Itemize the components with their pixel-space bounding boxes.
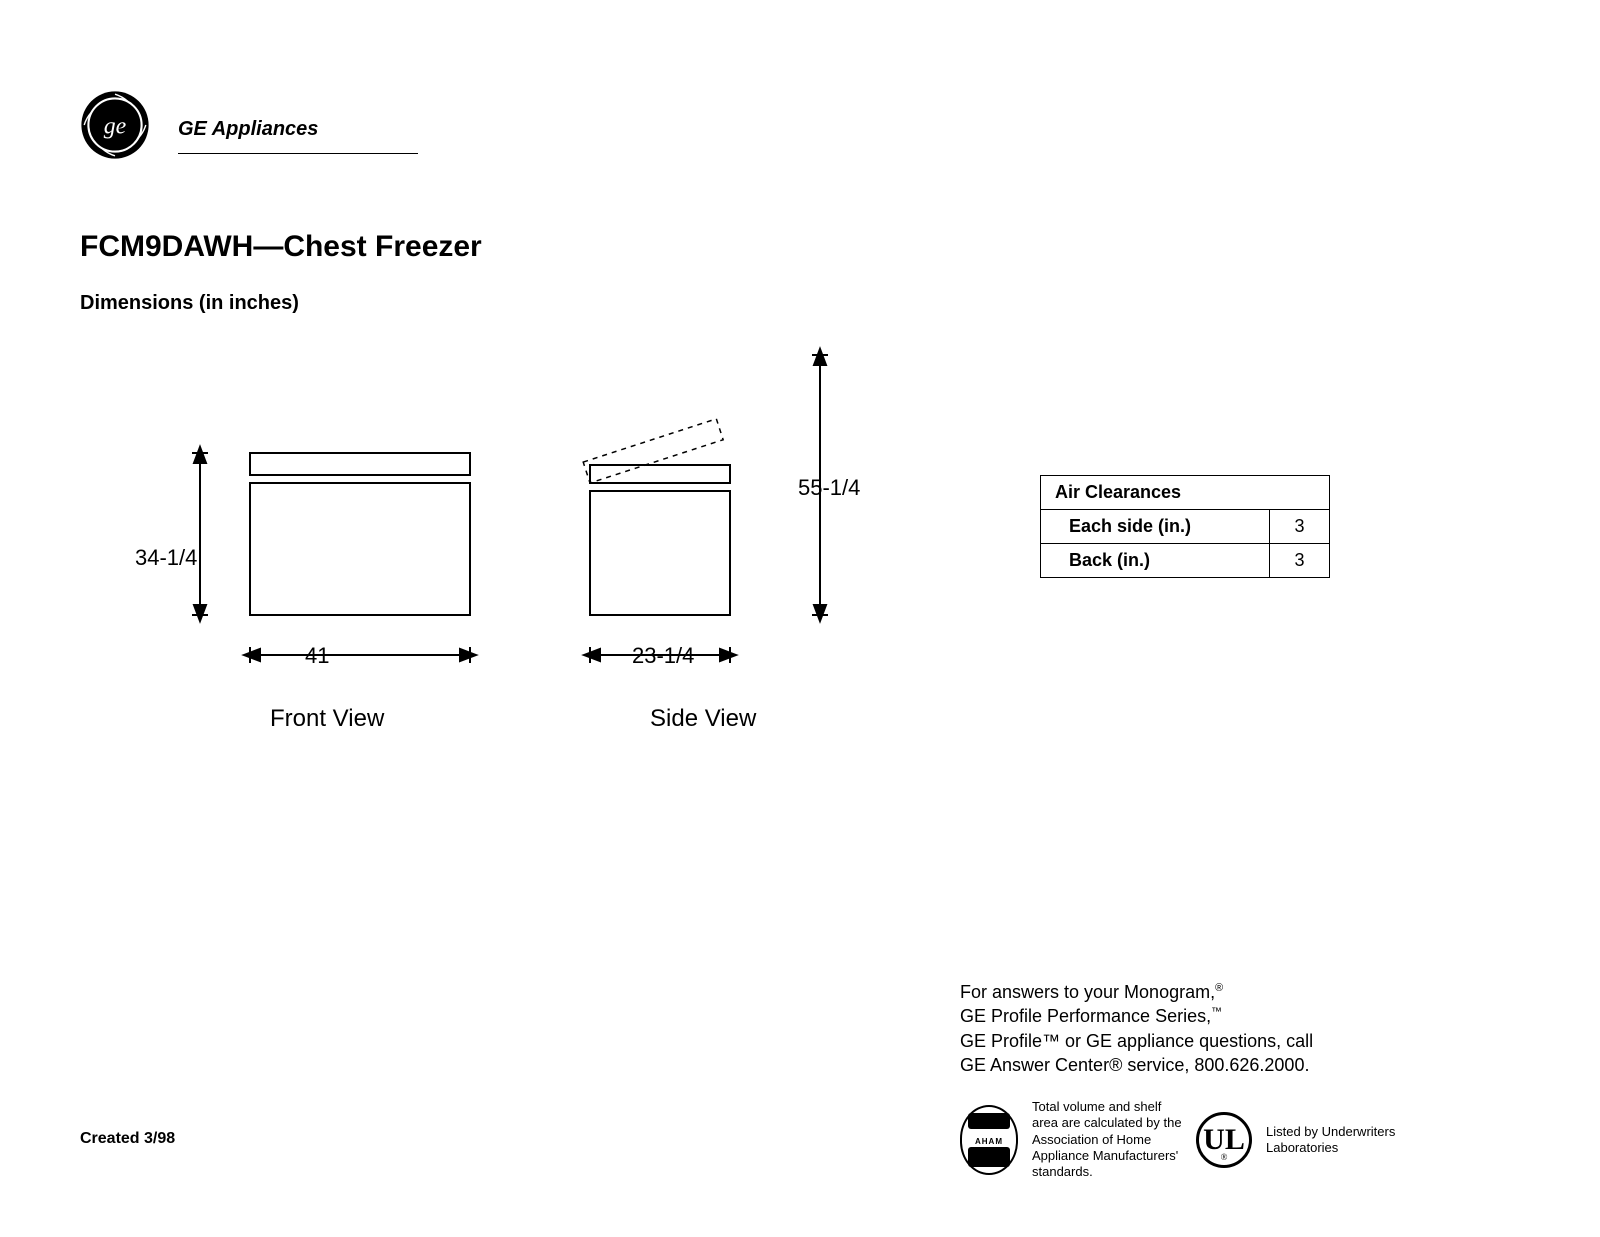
footer-line: For answers to your Monogram,®	[960, 980, 1480, 1004]
clearance-header: Air Clearances	[1041, 476, 1330, 510]
clearance-row-value: 3	[1270, 544, 1330, 578]
footer-line: GE Answer Center® service, 800.626.2000.	[960, 1053, 1480, 1077]
brand-text: GE Appliances	[178, 118, 418, 141]
dimensions-subtitle: Dimensions (in inches)	[80, 292, 1520, 315]
footer-block: For answers to your Monogram,® GE Profil…	[960, 980, 1480, 1180]
header: ge GE Appliances	[80, 90, 1520, 160]
ge-logo-icon: ge	[80, 90, 150, 160]
side-height-label: 55-1/4	[798, 475, 860, 501]
side-width-label: 23-1/4	[632, 643, 694, 669]
ul-logo-icon: UL ®	[1196, 1112, 1252, 1168]
clearance-row-label: Back (in.)	[1041, 544, 1270, 578]
aham-text: Total volume and shelf area are calculat…	[1032, 1099, 1182, 1180]
page-title: FCM9DAWH—Chest Freezer	[80, 230, 1520, 264]
svg-text:ge: ge	[104, 113, 127, 139]
diagram-area: 34-1/4 41 Front View	[80, 345, 1520, 795]
footer-line: GE Profile Performance Series,™	[960, 1004, 1480, 1028]
clearance-row-label: Each side (in.)	[1041, 510, 1270, 544]
side-view-drawing	[80, 345, 900, 705]
certification-row: AHAM Total volume and shelf area are cal…	[960, 1099, 1480, 1180]
ul-text: Listed by Underwriters Laboratories	[1266, 1124, 1416, 1157]
created-date: Created 3/98	[80, 1130, 175, 1148]
brand-block: GE Appliances	[178, 118, 418, 160]
side-view-label: Side View	[650, 705, 756, 733]
clearance-row-value: 3	[1270, 510, 1330, 544]
footer-line: GE Profile™ or GE appliance questions, c…	[960, 1029, 1480, 1053]
aham-badge-icon: AHAM	[960, 1105, 1018, 1175]
front-view-label: Front View	[270, 705, 384, 733]
air-clearances-table: Air Clearances Each side (in.) 3 Back (i…	[1040, 475, 1330, 578]
brand-rule	[178, 153, 418, 154]
